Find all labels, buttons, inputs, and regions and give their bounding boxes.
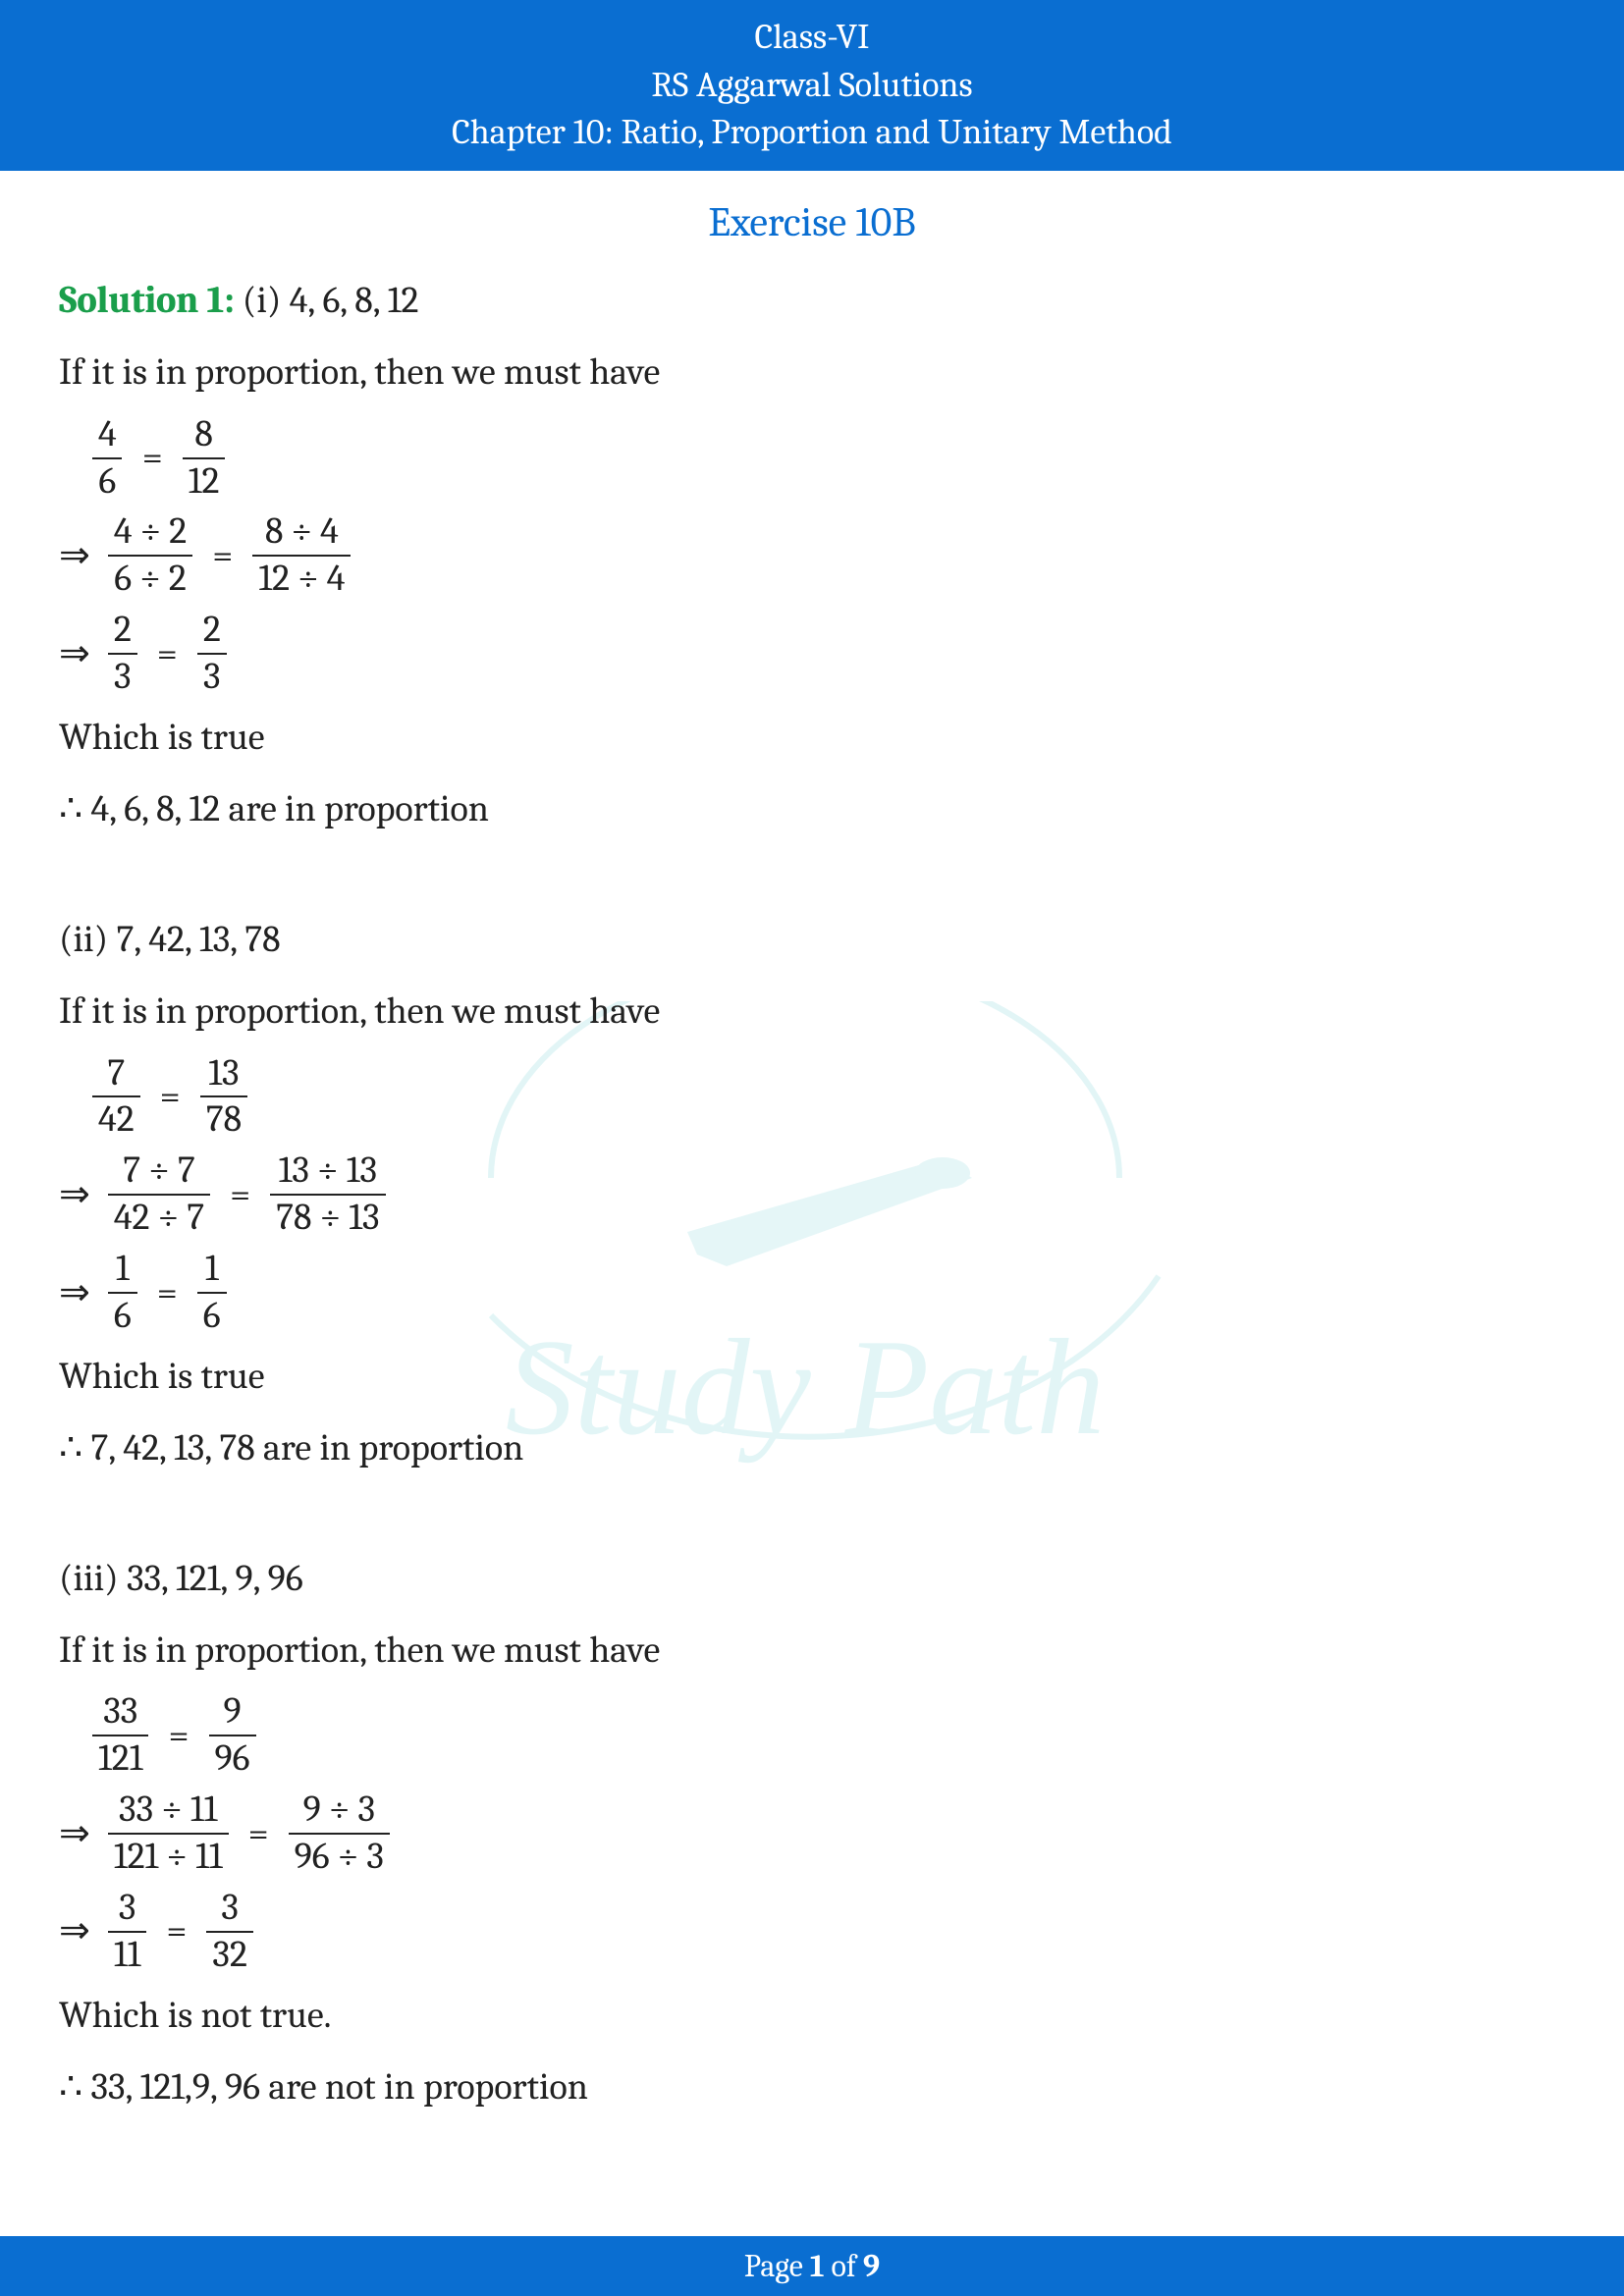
equation-row: ⇒ 16 = 16: [59, 1250, 1565, 1336]
fraction: 742: [92, 1054, 140, 1141]
equation-row: ⇒ 7 ÷ 742 ÷ 7 = 13 ÷ 1378 ÷ 13: [59, 1151, 1565, 1238]
part-label: (i): [243, 279, 282, 322]
conclusion: ∴ 33, 121,9, 96 are not in proportion: [59, 2058, 1565, 2116]
fraction: 812: [183, 415, 226, 502]
part-label: (ii): [59, 918, 108, 961]
part-heading: (ii) 7, 42, 13, 78: [59, 911, 1565, 969]
fraction: 33121: [92, 1692, 148, 1779]
verdict: Which is true: [59, 1348, 1565, 1406]
equation-row: ⇒ 311 = 332: [59, 1889, 1565, 1975]
part-intro: If it is in proportion, then we must hav…: [59, 1622, 1565, 1680]
footer-current-page: 1: [810, 2248, 825, 2284]
page-header: Class-VI RS Aggarwal Solutions Chapter 1…: [0, 0, 1624, 171]
equation-row: 46 = 812: [59, 415, 1565, 502]
header-class: Class-VI: [0, 14, 1624, 62]
equation-row: ⇒ 33 ÷ 11121 ÷ 11 = 9 ÷ 396 ÷ 3: [59, 1790, 1565, 1877]
equation-row: ⇒ 4 ÷ 26 ÷ 2 = 8 ÷ 412 ÷ 4: [59, 512, 1565, 599]
page-content: Exercise 10B Solution 1: (i) 4, 6, 8, 12…: [0, 171, 1624, 2116]
fraction: 16: [108, 1250, 137, 1336]
part-numbers: 7, 42, 13, 78: [116, 918, 280, 961]
equation-row: 33121 = 996: [59, 1692, 1565, 1779]
fraction: 23: [197, 611, 227, 697]
equals-sign: =: [149, 1264, 186, 1322]
equation-row: 742 = 1378: [59, 1054, 1565, 1141]
equals-sign: =: [158, 1902, 194, 1960]
header-chapter: Chapter 10: Ratio, Proportion and Unitar…: [0, 109, 1624, 157]
footer-total-pages: 9: [863, 2248, 880, 2284]
fraction: 23: [108, 611, 137, 697]
page-footer: Page 1 of 9: [0, 2236, 1624, 2296]
implies-arrow: ⇒: [59, 1805, 96, 1863]
part-numbers: 4, 6, 8, 12: [290, 279, 419, 322]
implies-arrow: ⇒: [59, 527, 96, 585]
exercise-title: Exercise 10B: [59, 190, 1565, 254]
fraction: 7 ÷ 742 ÷ 7: [108, 1151, 210, 1238]
footer-prefix: Page: [744, 2248, 810, 2284]
part-heading: Solution 1: (i) 4, 6, 8, 12: [59, 272, 1565, 330]
conclusion: ∴ 7, 42, 13, 78 are in proportion: [59, 1419, 1565, 1477]
fraction: 1378: [200, 1054, 247, 1141]
fraction: 33 ÷ 11121 ÷ 11: [108, 1790, 229, 1877]
fraction: 16: [197, 1250, 227, 1336]
verdict: Which is not true.: [59, 1987, 1565, 2045]
fraction: 996: [209, 1692, 256, 1779]
fraction: 9 ÷ 396 ÷ 3: [289, 1790, 390, 1877]
fraction: 13 ÷ 1378 ÷ 13: [270, 1151, 385, 1238]
header-book: RS Aggarwal Solutions: [0, 62, 1624, 110]
fraction: 8 ÷ 412 ÷ 4: [252, 512, 351, 599]
equals-sign: =: [152, 1068, 189, 1126]
fraction: 332: [206, 1889, 252, 1975]
verdict: Which is true: [59, 709, 1565, 767]
implies-arrow: ⇒: [59, 1264, 96, 1322]
equation-row: ⇒ 23 = 23: [59, 611, 1565, 697]
solution-label: Solution 1:: [59, 279, 234, 322]
equals-sign: =: [222, 1166, 258, 1224]
equals-sign: =: [149, 625, 186, 683]
part-intro: If it is in proportion, then we must hav…: [59, 344, 1565, 401]
implies-arrow: ⇒: [59, 1166, 96, 1224]
part-intro: If it is in proportion, then we must hav…: [59, 983, 1565, 1041]
equals-sign: =: [160, 1707, 196, 1765]
equals-sign: =: [241, 1805, 277, 1863]
equals-sign: =: [204, 527, 241, 585]
fraction: 46: [92, 415, 123, 502]
implies-arrow: ⇒: [59, 625, 96, 683]
part-heading: (iii) 33, 121, 9, 96: [59, 1550, 1565, 1608]
footer-sep: of: [825, 2248, 863, 2284]
part-label: (iii): [59, 1557, 119, 1600]
part-numbers: 33, 121, 9, 96: [127, 1557, 303, 1600]
fraction: 311: [108, 1889, 147, 1975]
equals-sign: =: [135, 429, 171, 487]
conclusion: ∴ 4, 6, 8, 12 are in proportion: [59, 780, 1565, 838]
fraction: 4 ÷ 26 ÷ 2: [108, 512, 192, 599]
implies-arrow: ⇒: [59, 1902, 96, 1960]
